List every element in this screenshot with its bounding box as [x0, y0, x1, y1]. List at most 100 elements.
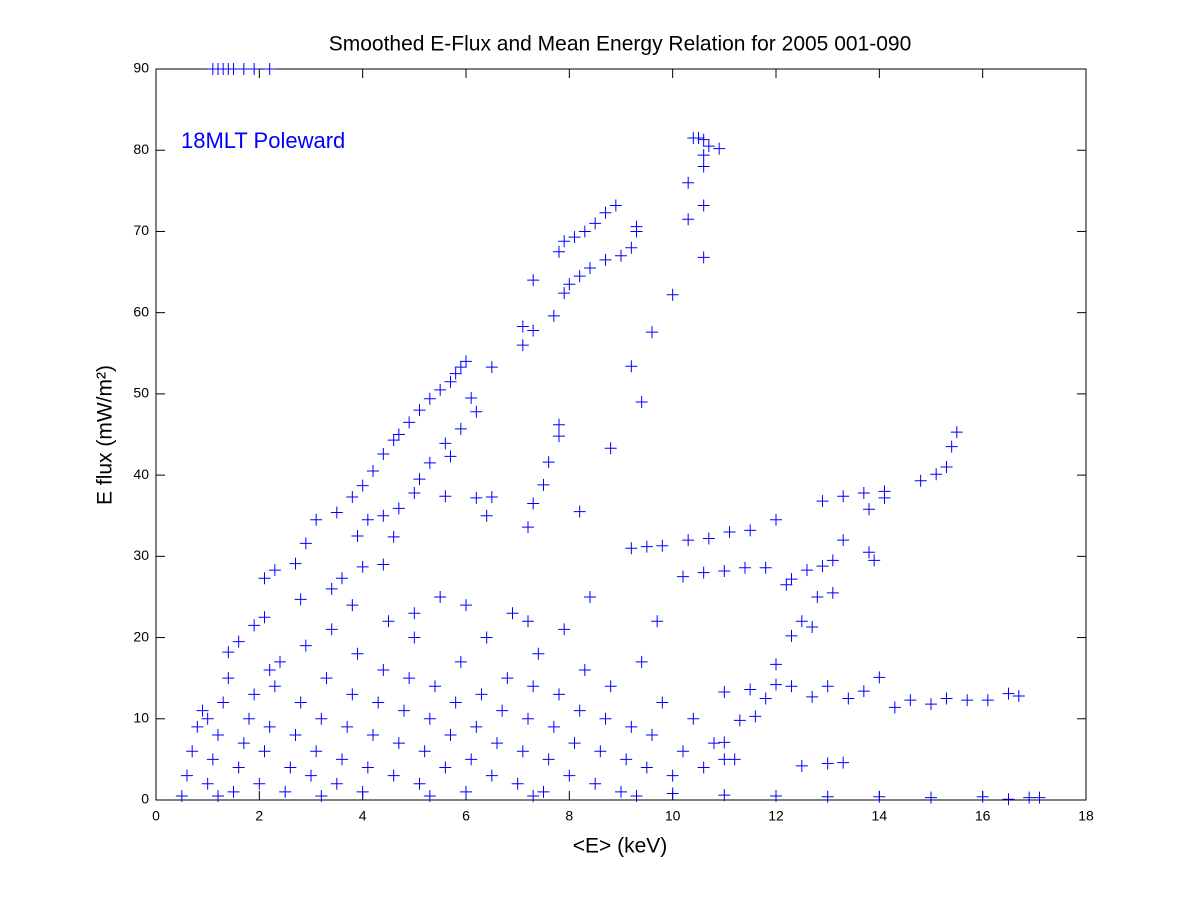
- point: [682, 534, 695, 547]
- point: [749, 710, 762, 723]
- point: [212, 789, 224, 802]
- point: [697, 251, 710, 264]
- point: [697, 149, 710, 162]
- point: [770, 513, 782, 526]
- point: [527, 680, 540, 693]
- point: [387, 769, 400, 782]
- point: [806, 620, 819, 633]
- point: [201, 777, 214, 790]
- point: [382, 615, 395, 628]
- point: [232, 635, 245, 648]
- point: [284, 761, 297, 774]
- y-tick-label: 90: [133, 60, 149, 76]
- point: [697, 199, 710, 212]
- point: [646, 729, 658, 742]
- point: [243, 712, 255, 725]
- point: [305, 769, 317, 782]
- x-tick-label: 0: [152, 808, 160, 824]
- point: [728, 753, 741, 766]
- point: [496, 704, 509, 717]
- point: [542, 753, 555, 766]
- point: [558, 623, 571, 636]
- point: [666, 769, 679, 782]
- point: [299, 537, 312, 550]
- point: [522, 615, 534, 628]
- point: [439, 761, 452, 774]
- point: [1033, 791, 1046, 804]
- point: [454, 361, 467, 374]
- point: [175, 789, 188, 802]
- point: [392, 737, 405, 750]
- point: [413, 473, 426, 486]
- y-axis-label: E flux (mW/m²): [94, 365, 117, 505]
- point: [630, 789, 643, 802]
- point: [253, 777, 266, 790]
- point: [377, 509, 390, 522]
- point: [640, 761, 653, 774]
- point: [547, 720, 560, 733]
- point: [635, 655, 648, 668]
- point: [522, 712, 534, 725]
- point: [826, 554, 839, 567]
- point: [268, 680, 281, 693]
- point: [620, 753, 633, 766]
- point: [553, 430, 565, 443]
- point: [542, 456, 555, 469]
- point: [191, 720, 204, 733]
- point: [480, 631, 493, 644]
- point: [501, 672, 514, 685]
- point: [480, 509, 493, 522]
- point: [976, 790, 989, 803]
- point: [837, 490, 850, 503]
- point: [568, 231, 581, 244]
- point: [392, 428, 405, 441]
- point: [248, 688, 261, 701]
- point: [1002, 687, 1015, 700]
- point: [434, 590, 447, 603]
- point: [816, 560, 829, 573]
- point: [718, 789, 731, 802]
- point: [408, 607, 421, 620]
- point: [532, 647, 545, 660]
- point: [584, 261, 596, 274]
- point: [1023, 791, 1036, 804]
- point: [351, 530, 364, 543]
- point: [656, 539, 669, 552]
- point: [981, 694, 994, 707]
- y-tick-label: 20: [133, 628, 149, 644]
- point: [403, 416, 416, 429]
- point: [516, 339, 529, 352]
- point: [289, 557, 302, 570]
- y-tick-label: 50: [133, 385, 149, 401]
- point: [258, 611, 271, 624]
- point: [222, 646, 235, 659]
- point: [336, 572, 348, 585]
- point: [491, 737, 503, 750]
- x-tick-label: 6: [462, 808, 470, 824]
- point: [206, 753, 219, 766]
- point: [821, 790, 834, 803]
- point: [444, 729, 457, 742]
- point: [237, 737, 250, 750]
- point: [718, 564, 731, 577]
- point: [181, 769, 193, 782]
- point: [578, 664, 591, 677]
- point: [423, 456, 436, 469]
- point: [454, 422, 467, 435]
- point: [361, 513, 374, 526]
- x-tick-label: 14: [872, 808, 888, 824]
- point: [248, 619, 261, 632]
- point: [868, 554, 881, 567]
- point: [837, 756, 850, 769]
- point: [377, 558, 390, 571]
- point: [320, 672, 333, 685]
- point: [196, 704, 209, 717]
- point: [682, 176, 695, 189]
- point: [222, 672, 235, 685]
- point: [217, 696, 230, 709]
- point: [1002, 793, 1015, 806]
- point: [945, 440, 958, 453]
- point: [186, 745, 199, 758]
- point: [925, 791, 937, 804]
